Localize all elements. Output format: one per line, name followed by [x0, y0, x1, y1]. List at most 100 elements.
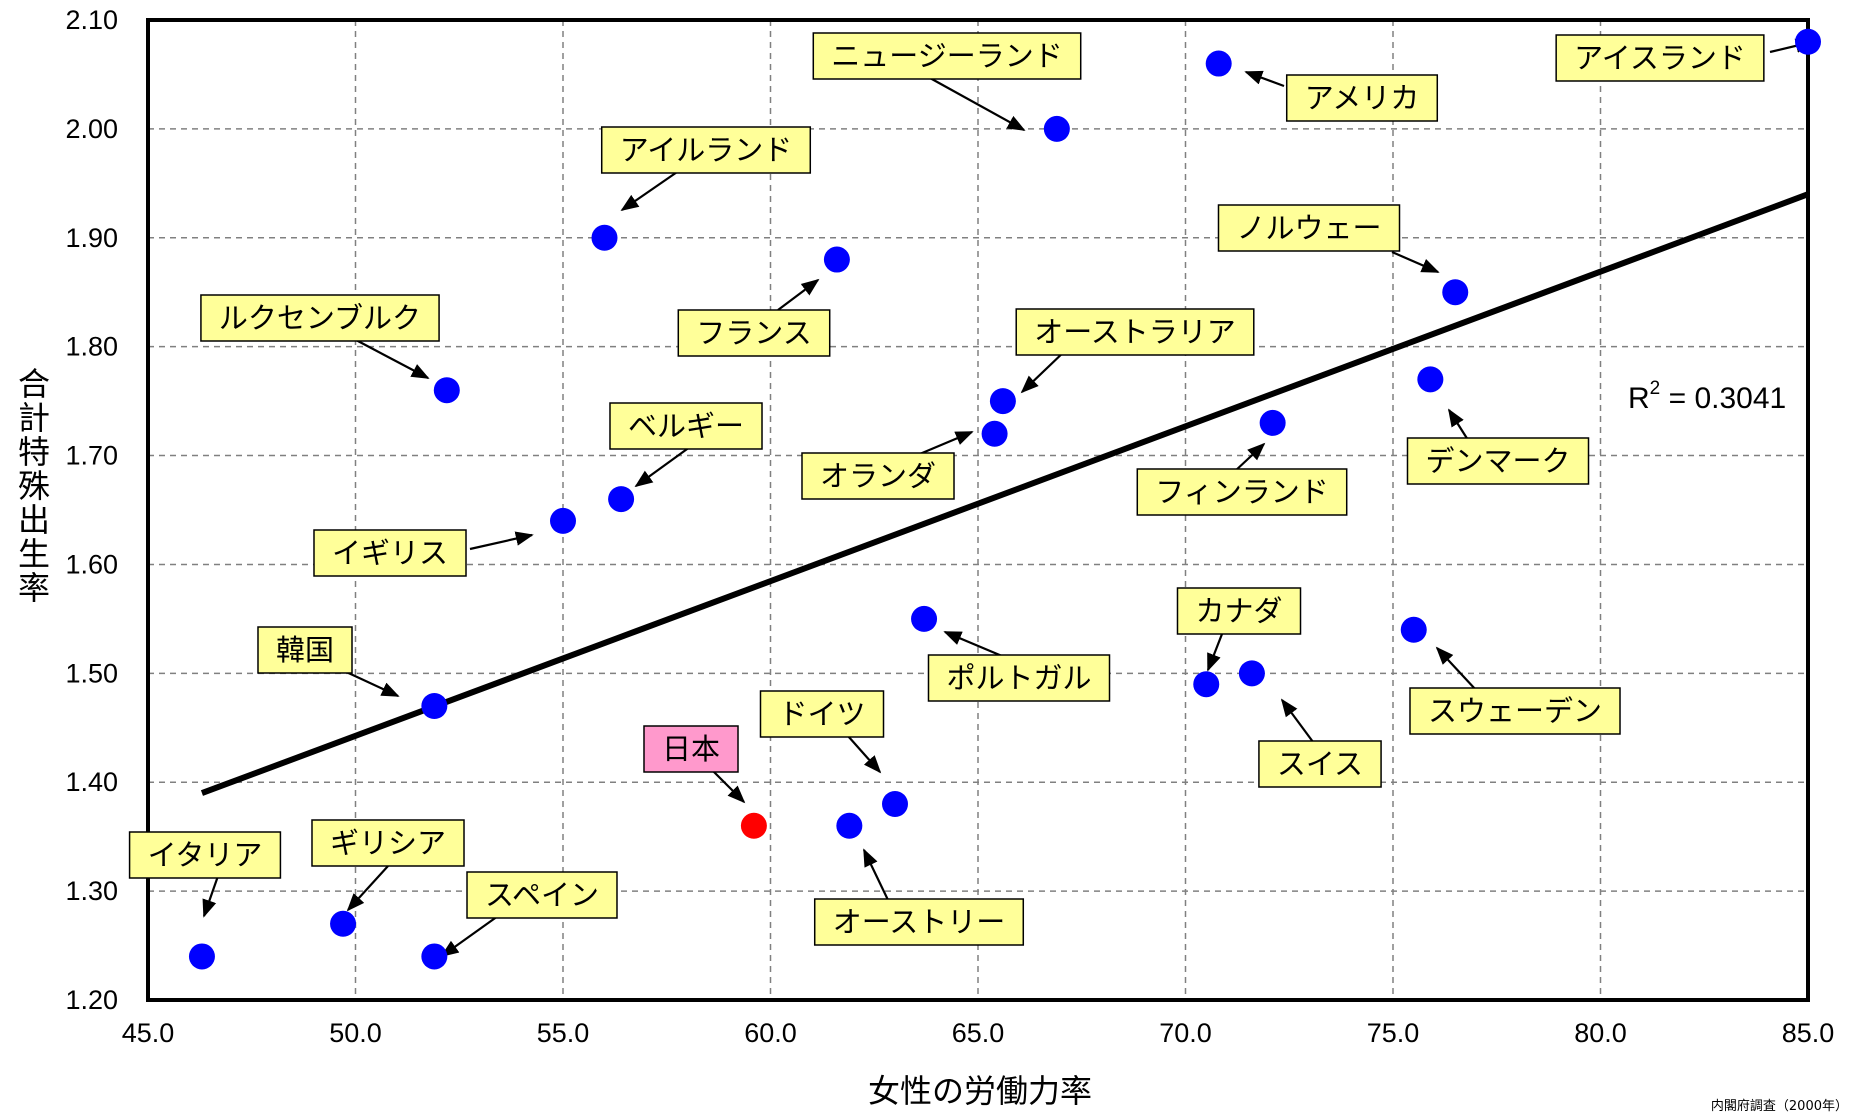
- x-tick-label: 85.0: [1782, 1018, 1835, 1048]
- point-label-callout: デンマーク: [1406, 437, 1590, 485]
- point-label-box: [600, 126, 812, 174]
- point-label-callout: スペイン: [466, 871, 618, 919]
- point-label-box: [1406, 437, 1590, 485]
- callout-arrow: [1435, 646, 1477, 691]
- point-label-callout: 韓国: [257, 626, 353, 674]
- point-label-text: オランダ: [820, 459, 936, 493]
- y-tick-label: 1.20: [65, 985, 118, 1015]
- data-point: [188, 943, 215, 970]
- data-point: [1442, 279, 1469, 306]
- point-label-callout: アイルランド: [600, 126, 812, 174]
- x-axis-title: 女性の労働力率: [868, 1072, 1092, 1110]
- y-tick-label: 1.80: [65, 332, 118, 362]
- y-axis-title-char: 率: [18, 569, 50, 607]
- source-note: 内閣府調査（2000年）: [1711, 1098, 1848, 1114]
- data-point: [1238, 660, 1265, 687]
- point-label-callout: イギリス: [313, 529, 467, 577]
- y-axis-title-char: 出: [18, 501, 50, 539]
- point-label-text: アメリカ: [1305, 81, 1420, 115]
- point-label-callout: フィンランド: [1136, 468, 1348, 516]
- x-tick-label: 60.0: [744, 1018, 797, 1048]
- point-label-callout: オーストラリア: [1015, 308, 1255, 356]
- point-label-box: [128, 831, 282, 879]
- point-label-text: アイルランド: [620, 133, 793, 167]
- point-label-box: [311, 819, 465, 867]
- point-label-text: イギリス: [332, 536, 448, 570]
- y-tick-label: 1.50: [65, 658, 118, 688]
- trendline: [200, 191, 1810, 796]
- point-label-text: カナダ: [1195, 594, 1282, 628]
- data-point: [1193, 671, 1220, 698]
- point-label-box: [313, 529, 467, 577]
- y-axis-title-char: 特: [18, 433, 50, 471]
- data-point: [421, 943, 448, 970]
- data-point: [823, 246, 850, 273]
- y-tick-label: 1.70: [65, 441, 118, 471]
- point-label-callout: フランス: [677, 309, 831, 357]
- callout-arrow: [929, 77, 1026, 131]
- data-point: [836, 812, 863, 839]
- callout-arrow: [1448, 408, 1469, 441]
- data-point: [989, 388, 1016, 415]
- point-label-box: [812, 32, 1082, 80]
- point-label-text: フィンランド: [1155, 475, 1328, 509]
- data-point: [1259, 409, 1286, 436]
- callout-arrow: [1391, 250, 1440, 274]
- y-axis-ticks: 1.20 1.30 1.40 1.50 1.60 1.70 1.80 1.90 2.00 2.10: [65, 5, 118, 1015]
- point-label-text: ポルトガル: [946, 661, 1091, 695]
- x-tick-label: 70.0: [1159, 1018, 1212, 1048]
- r-squared-symbol: R: [1628, 382, 1650, 415]
- point-label-text: ドイツ: [778, 697, 865, 731]
- point-label-callout: ドイツ: [759, 690, 885, 738]
- point-label-text: スペイン: [485, 878, 599, 912]
- callout-arrow: [341, 669, 400, 697]
- callout-arrow: [1233, 442, 1266, 473]
- point-label-box: [257, 626, 353, 674]
- point-label-box: [1555, 34, 1765, 82]
- data-point: [608, 486, 635, 513]
- callout-arrow: [777, 278, 820, 311]
- callout-arrow: [355, 339, 430, 379]
- data-point: [911, 605, 938, 632]
- y-axis-title-char: 生: [18, 535, 50, 573]
- callout-arrow: [863, 848, 889, 901]
- callout-arrow: [202, 875, 220, 918]
- callout-arrow: [634, 443, 695, 488]
- y-axis-title-char: 殊: [18, 467, 50, 505]
- callout-arrow: [711, 769, 746, 804]
- callout-arrow: [1280, 698, 1317, 747]
- data-points: [188, 28, 1821, 970]
- point-label-text: ニュージーランド: [831, 39, 1062, 73]
- callout-arrow: [469, 531, 534, 551]
- point-label-box: [1136, 468, 1348, 516]
- x-tick-label: 80.0: [1574, 1018, 1627, 1048]
- x-tick-label: 75.0: [1367, 1018, 1420, 1048]
- point-label-callout: ギリシア: [311, 819, 465, 867]
- y-axis-title-char: 計: [18, 399, 50, 437]
- point-label-callout: オーストリー: [813, 898, 1025, 946]
- x-tick-label: 55.0: [537, 1018, 590, 1048]
- data-point: [882, 791, 908, 817]
- callout-arrow: [620, 169, 681, 212]
- point-label-text: フランス: [696, 316, 811, 350]
- r-squared-superscript: 2: [1650, 378, 1661, 399]
- point-label-callout: イタリア: [128, 831, 282, 879]
- y-tick-label: 2.00: [65, 114, 118, 144]
- callout-arrow: [1206, 633, 1224, 672]
- callout-arrow: [440, 915, 499, 958]
- point-label-callout: スウェーデン: [1409, 687, 1621, 735]
- point-label-callout: ニュージーランド: [812, 32, 1082, 80]
- point-label-callout: スイス: [1258, 740, 1382, 788]
- point-label-box: [1176, 587, 1302, 635]
- y-tick-label: 1.90: [65, 223, 118, 253]
- x-axis-ticks: 45.0 50.0 55.0 60.0 65.0 70.0 75.0 80.0 85.0: [122, 1018, 1835, 1048]
- point-label-text: スイス: [1277, 747, 1363, 781]
- point-label-text: アイスランド: [1574, 41, 1746, 75]
- point-label-text: ルクセンブルク: [219, 301, 421, 335]
- point-label-box: [466, 871, 618, 919]
- point-label-box: [677, 309, 831, 357]
- callout-arrows: [202, 38, 1814, 958]
